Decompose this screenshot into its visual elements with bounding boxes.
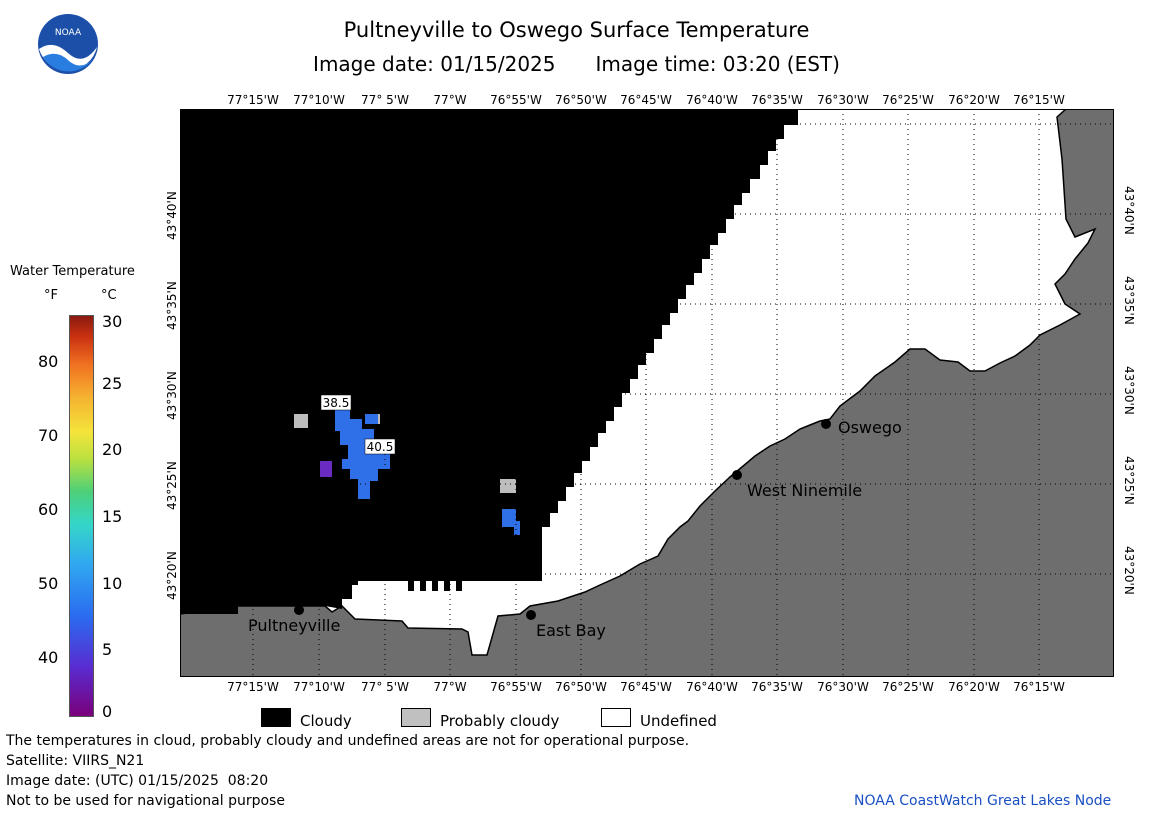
lat-label-left: 43°30'N [165,371,179,420]
lat-label-left: 43°35'N [165,281,179,330]
graticule [180,109,1114,677]
f-tick: 80 [38,352,59,371]
c-tick: 25 [102,374,123,393]
lon-label-top: 76°45'W [620,93,672,107]
lon-label-top: 76°20'W [948,93,1000,107]
temp-label-2: 40.5 [367,440,394,454]
land-area [180,109,1114,677]
lon-label-bottom: 76°55'W [490,680,542,694]
marker-east-bay [526,610,536,620]
c-tick: 10 [102,574,123,593]
colorbar-unit-f: °F [44,288,58,303]
lon-label-top: 76°50'W [555,93,607,107]
credit-text: NOAA CoastWatch Great Lakes Node [854,793,1112,809]
c-tick: 5 [102,640,113,659]
lon-label-bottom: 77°10'W [293,680,345,694]
temperature-map: 38.5 40.5 [180,109,1114,677]
lat-label-right: 43°40'N [1122,186,1136,235]
f-tick: 60 [38,500,59,519]
lon-label-top: 77°W [433,93,467,107]
lon-label-top: 77°15'W [227,93,279,107]
lon-label-bottom: 76°30'W [817,680,869,694]
legend-label-probably-cloudy: Probably cloudy [440,712,560,730]
lon-label-top: 77°10'W [293,93,345,107]
lon-label-bottom: 76°15'W [1013,680,1065,694]
lon-label-bottom: 77°W [433,680,467,694]
lat-label-left: 43°25'N [165,461,179,510]
cloud-notches [408,581,462,591]
colorbar-title: Water Temperature [10,264,135,279]
place-label-west-ninemile: West Ninemile [747,481,863,500]
c-tick: 0 [102,702,113,721]
lon-label-top: 76°55'W [490,93,542,107]
c-tick: 30 [102,312,123,331]
satellite-text: Satellite: VIIRS_N21 [6,753,145,769]
legend-swatch-undefined [601,708,631,727]
lon-label-top: 76°30'W [817,93,869,107]
place-label-pultneyville: Pultneyville [248,616,341,635]
lat-label-right: 43°35'N [1122,276,1136,325]
lon-label-top: 76°15'W [1013,93,1065,107]
lon-label-bottom: 76°35'W [751,680,803,694]
lon-label-top: 76°35'W [751,93,803,107]
legend-swatch-probably-cloudy [401,708,431,727]
lon-label-top: 76°25'W [882,93,934,107]
marker-west-ninemile [732,470,742,480]
page-title: Pultneyville to Oswego Surface Temperatu… [343,18,810,42]
c-tick: 15 [102,507,123,526]
c-tick: 20 [102,440,123,459]
marker-pultneyville [294,605,304,615]
lon-label-bottom: 76°20'W [948,680,1000,694]
image-time: Image time: 03:20 (EST) [595,52,840,76]
noaa-logo: NOAA [38,14,98,74]
utc-date-text: Image date: (UTC) 01/15/2025 08:20 [6,773,269,789]
lon-label-bottom: 77°15'W [227,680,279,694]
lat-label-right: 43°25'N [1122,456,1136,505]
disclaimer-text: The temperatures in cloud, probably clou… [6,733,690,749]
noaa-logo-text: NOAA [55,28,82,38]
lon-label-top: 77° 5'W [361,93,409,107]
place-label-oswego: Oswego [838,418,902,437]
lon-label-bottom: 76°50'W [555,680,607,694]
legend-swatch-cloudy [261,708,291,727]
lat-label-left: 43°20'N [165,551,179,600]
lat-label-right: 43°20'N [1122,546,1136,595]
f-tick: 50 [38,574,59,593]
lat-label-left: 43°40'N [165,191,179,240]
marker-oswego [821,419,831,429]
temp-label-1: 38.5 [323,396,350,410]
lon-label-bottom: 76°25'W [882,680,934,694]
place-label-east-bay: East Bay [536,621,606,640]
legend-label-cloudy: Cloudy [300,712,352,730]
legend-label-undefined: Undefined [640,712,717,730]
lon-label-bottom: 77° 5'W [361,680,409,694]
lon-label-bottom: 76°40'W [686,680,738,694]
f-tick: 70 [38,426,59,445]
lon-label-top: 76°40'W [686,93,738,107]
cloud-area [180,109,798,614]
f-tick: 40 [38,648,59,667]
navigation-warning: Not to be used for navigational purpose [6,793,285,809]
lon-label-bottom: 76°45'W [620,680,672,694]
water-temperature-pixels [320,409,520,535]
place-markers [294,419,831,620]
colorbar [69,315,94,717]
image-datetime: Image date: 01/15/2025 Image time: 03:20 … [0,52,1153,76]
image-date: Image date: 01/15/2025 [313,52,556,76]
lat-label-right: 43°30'N [1122,366,1136,415]
colorbar-unit-c: °C [101,288,117,303]
